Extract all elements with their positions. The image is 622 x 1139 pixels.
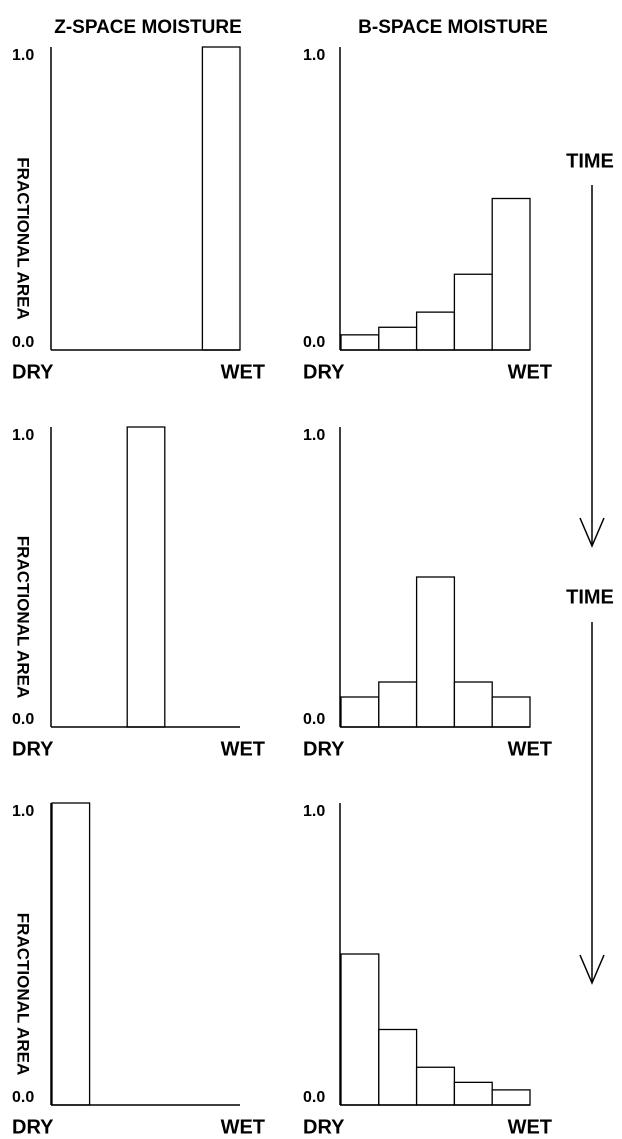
bar xyxy=(126,426,166,728)
y-tick-label: 1.0 xyxy=(12,427,34,444)
x-start-label: DRY xyxy=(303,738,345,760)
x-end-label: WET xyxy=(221,738,265,760)
bar xyxy=(415,1066,456,1106)
y-tick-label: 0.0 xyxy=(12,1089,34,1106)
x-end-label: WET xyxy=(508,361,552,383)
x-start-label: DRY xyxy=(12,361,54,383)
bar xyxy=(340,953,380,1106)
y-tick-label: 0.0 xyxy=(12,711,34,728)
y-tick-label: 1.0 xyxy=(303,47,325,64)
bar xyxy=(415,311,456,351)
y-axis-label: FRACTIONAL AREA xyxy=(14,536,33,698)
bar xyxy=(491,696,531,728)
bar xyxy=(201,46,241,351)
x-end-label: WET xyxy=(221,1116,265,1138)
bar xyxy=(453,273,493,351)
x-start-label: DRY xyxy=(12,1116,54,1138)
y-tick-label: 0.0 xyxy=(303,1089,325,1106)
x-end-label: WET xyxy=(221,361,265,383)
y-axis-label: FRACTIONAL AREA xyxy=(14,913,33,1075)
bar xyxy=(415,576,456,728)
time-label: TIME xyxy=(566,586,614,608)
bar xyxy=(340,696,380,728)
y-tick-label: 0.0 xyxy=(12,334,34,351)
bar xyxy=(340,334,380,351)
column-title: B-SPACE MOISTURE xyxy=(358,17,548,38)
y-tick-label: 1.0 xyxy=(303,803,325,820)
bar xyxy=(491,197,531,351)
y-tick-label: 1.0 xyxy=(12,803,34,820)
arrow-head xyxy=(579,517,605,548)
column-title: Z-SPACE MOISTURE xyxy=(54,17,242,38)
bar xyxy=(51,802,91,1106)
bar xyxy=(453,681,493,728)
y-tick-label: 1.0 xyxy=(12,47,34,64)
bar xyxy=(378,1028,418,1106)
y-tick-label: 0.0 xyxy=(303,711,325,728)
bar xyxy=(453,1081,493,1106)
arrow-head xyxy=(579,954,605,985)
x-start-label: DRY xyxy=(303,1116,345,1138)
time-label: TIME xyxy=(566,150,614,172)
x-end-label: WET xyxy=(508,738,552,760)
x-end-label: WET xyxy=(508,1116,552,1138)
y-tick-label: 1.0 xyxy=(303,427,325,444)
y-axis-label: FRACTIONAL AREA xyxy=(14,157,33,319)
x-start-label: DRY xyxy=(12,738,54,760)
bar xyxy=(378,681,418,728)
bar xyxy=(378,326,418,351)
x-start-label: DRY xyxy=(303,361,345,383)
bar xyxy=(491,1089,531,1106)
y-tick-label: 0.0 xyxy=(303,334,325,351)
